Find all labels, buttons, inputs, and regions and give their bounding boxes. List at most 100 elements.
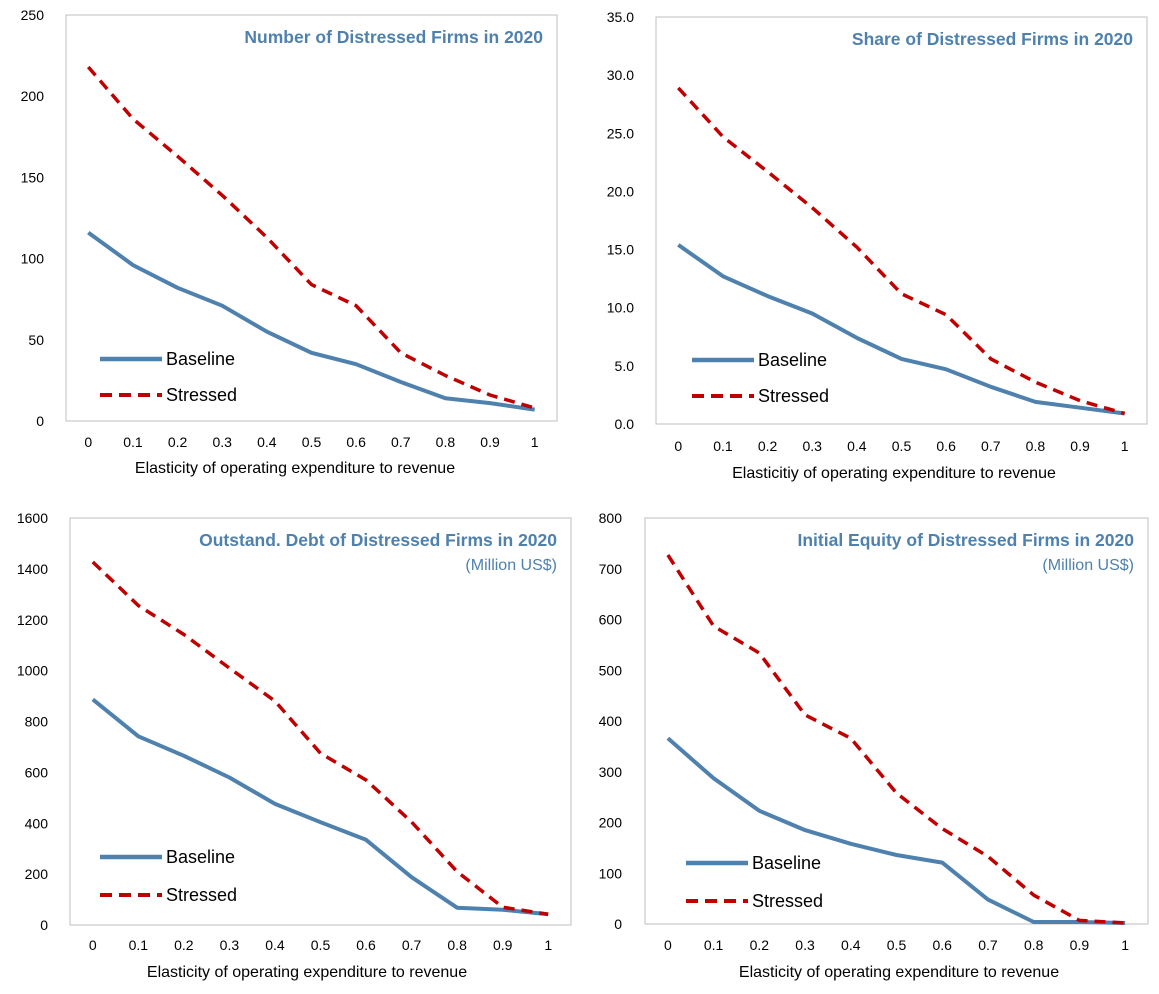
x-tick-label: 0.5 (887, 937, 907, 953)
x-axis-label: Elasticity of operating expenditure to r… (147, 964, 467, 981)
y-tick-label: 400 (599, 713, 623, 729)
x-axis-label: Elasticitiy of operating expenditure to … (732, 465, 1056, 482)
y-tick-label: 600 (599, 612, 623, 628)
series-line-stressed (677, 86, 1126, 416)
x-tick-label: 0.9 (493, 937, 513, 953)
y-tick-label: 200 (21, 88, 45, 104)
chart-svg-number: 0 50 100 150 200 250 0 0.1 0.2 0.3 0.4 0.5 0.6 0.7 0.8… (21, 7, 558, 477)
chart-title: Share of Distressed Firms in 2020 (852, 29, 1133, 49)
x-tick-label: 0.1 (713, 438, 733, 454)
x-tick-label: 1 (1121, 438, 1129, 454)
plot-area-frame (65, 14, 558, 422)
x-tick-label: 0.9 (1070, 937, 1090, 953)
chart-panel-debt: 0 200 400 600 800 1000 1200 1400 1600 0 0.1 0.2 0.3 0… (0, 499, 575, 994)
x-tick-label: 0.3 (795, 937, 815, 953)
y-tick-label: 600 (25, 764, 49, 780)
y-tick-label: 1600 (17, 510, 48, 526)
legend-label-stressed: Stressed (166, 385, 237, 405)
y-tick-label: 10.0 (607, 300, 634, 316)
series-line-baseline (666, 736, 1126, 925)
x-tick-label: 0.1 (123, 434, 143, 450)
x-tick-label: 0 (674, 438, 682, 454)
x-tick-label: 0.9 (480, 434, 500, 450)
chart-svg-share: 0.0 5.0 10.0 15.0 20.0 25.0 30.0 35.0 0 0.1 0.2 0.3… (607, 9, 1148, 482)
x-tick-label: 0.3 (220, 937, 240, 953)
x-tick-label: 0.8 (1026, 438, 1046, 454)
x-tick-label: 0.9 (1070, 438, 1090, 454)
x-tick-label: 0.6 (346, 434, 366, 450)
x-axis-label: Elasticity of operating expenditure to r… (135, 460, 455, 477)
x-tick-label: 0.7 (981, 438, 1001, 454)
y-tick-label: 25.0 (607, 125, 634, 141)
y-tick-label: 200 (599, 815, 623, 831)
chart-panel-equity: 0 100 200 300 400 500 600 700 800 0 0.1 0.2 0.3 0.4 0.… (584, 499, 1159, 994)
x-tick-label: 0.7 (402, 937, 422, 953)
y-tick-label: 50 (28, 332, 44, 348)
y-tick-label: 700 (599, 561, 623, 577)
chart-svg-debt: 0 200 400 600 800 1000 1200 1400 1600 0 0.1 0.2 0.3 0… (17, 510, 572, 981)
x-tick-label: 0.5 (311, 937, 331, 953)
x-tick-label: 0.4 (841, 937, 861, 953)
x-tick-label: 0.4 (847, 438, 867, 454)
series-line-stressed (666, 554, 1126, 925)
y-tick-label: 1400 (17, 561, 48, 577)
series-line-baseline (87, 230, 535, 412)
legend-label-baseline: Baseline (758, 350, 827, 370)
y-tick-label: 1000 (17, 663, 48, 679)
x-tick-label: 0.2 (758, 438, 778, 454)
y-tick-label: 200 (25, 866, 49, 882)
x-tick-label: 0 (84, 434, 92, 450)
y-tick-label: 250 (21, 7, 45, 23)
x-tick-label: 0.8 (1024, 937, 1044, 953)
plot-area-frame (69, 517, 572, 926)
x-tick-label: 0.2 (168, 434, 188, 450)
y-tick-label: 300 (599, 764, 623, 780)
y-tick-label: 100 (599, 865, 623, 881)
x-tick-label: 0.8 (436, 434, 456, 450)
chart-subtitle: (Million US$) (1042, 557, 1134, 574)
chart-title: Number of Distressed Firms in 2020 (244, 27, 543, 47)
x-tick-label: 0 (89, 937, 97, 953)
chart-svg-equity: 0 100 200 300 400 500 600 700 800 0 0.1 0.2 0.3 0.4 0.… (599, 510, 1149, 981)
x-tick-label: 0.2 (174, 937, 194, 953)
x-tick-label: 0.8 (447, 937, 467, 953)
x-tick-label: 1 (544, 937, 552, 953)
legend-label-stressed: Stressed (166, 885, 237, 905)
y-tick-label: 500 (599, 662, 623, 678)
y-tick-label: 100 (21, 251, 45, 267)
series-line-stressed (91, 560, 549, 917)
y-tick-label: 35.0 (607, 9, 634, 25)
chart-subtitle: (Million US$) (465, 557, 557, 574)
y-tick-label: 1200 (17, 612, 48, 628)
x-tick-label: 0.1 (704, 937, 724, 953)
chart-panel-share: 0.0 5.0 10.0 15.0 20.0 25.0 30.0 35.0 0 0.1 0.2 0.3… (584, 0, 1159, 495)
y-tick-label: 150 (21, 169, 45, 185)
x-tick-label: 0.4 (257, 434, 277, 450)
y-tick-label: 400 (25, 815, 49, 831)
x-tick-label: 0.7 (978, 937, 998, 953)
plot-area-frame (655, 16, 1148, 425)
y-tick-label: 0.0 (615, 416, 635, 432)
legend-label-stressed: Stressed (752, 891, 823, 911)
chart-panel-number: 0 50 100 150 200 250 0 0.1 0.2 0.3 0.4 0.5 0.6 0.7 0.8… (0, 0, 575, 495)
chart-title: Outstand. Debt of Distressed Firms in 20… (199, 530, 557, 550)
legend-label-baseline: Baseline (752, 853, 821, 873)
x-tick-label: 0.6 (936, 438, 956, 454)
legend-label-stressed: Stressed (758, 386, 829, 406)
chart-title: Initial Equity of Distressed Firms in 20… (798, 530, 1135, 550)
series-line-baseline (91, 697, 549, 917)
x-tick-label: 0.7 (391, 434, 411, 450)
series-line-stressed (86, 65, 536, 410)
x-tick-label: 0.3 (212, 434, 232, 450)
x-tick-label: 0 (664, 937, 672, 953)
plot-area-frame (644, 517, 1149, 925)
x-tick-label: 0.6 (356, 937, 376, 953)
x-tick-label: 0.3 (802, 438, 822, 454)
y-tick-label: 30.0 (607, 67, 634, 83)
y-tick-label: 20.0 (607, 183, 634, 199)
y-tick-label: 800 (25, 714, 49, 730)
x-tick-label: 0.5 (892, 438, 912, 454)
legend-label-baseline: Baseline (166, 847, 235, 867)
y-tick-label: 15.0 (607, 242, 634, 258)
x-tick-label: 0.6 (932, 937, 952, 953)
